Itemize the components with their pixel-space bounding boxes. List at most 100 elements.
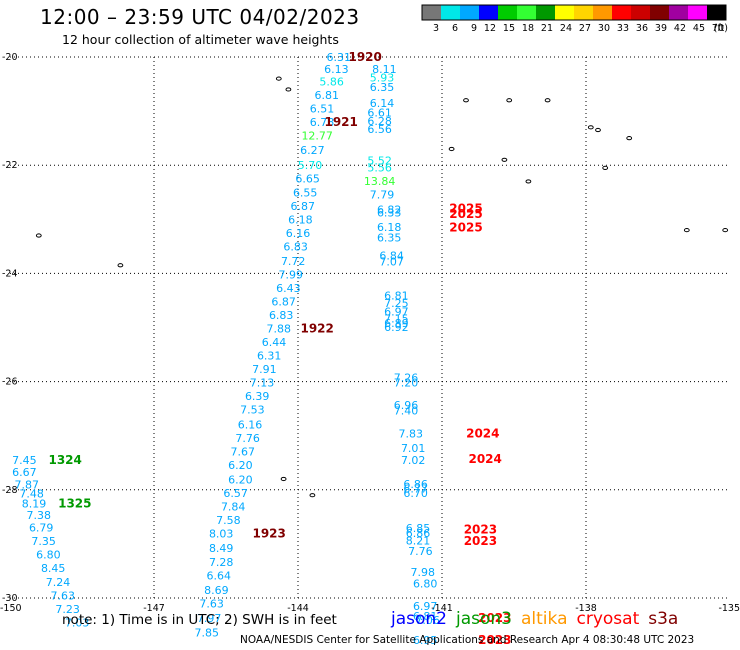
- wave-height-value: 6.79: [29, 522, 54, 535]
- island-outline: [275, 76, 282, 81]
- colorbar-frame: [421, 4, 727, 21]
- wave-height-value: 6.70: [403, 487, 428, 500]
- island-outline: [285, 87, 292, 92]
- wave-height-value: 6.97: [413, 600, 438, 613]
- wave-height-value: 7.91: [252, 363, 277, 376]
- time-label: 1325: [58, 496, 91, 510]
- island-outline: [587, 125, 594, 130]
- lon-tick-label: -141: [431, 603, 453, 614]
- map-grid: [10, 56, 730, 599]
- island-outline: [683, 228, 690, 233]
- time-label: 1324: [48, 453, 81, 467]
- wave-height-value: 6.86: [403, 478, 428, 491]
- islands-layer: [35, 76, 729, 498]
- wave-height-value: 7.25: [384, 297, 409, 310]
- satellite-legend-item: s3a: [648, 609, 679, 629]
- satellite-legend-item: jason2: [391, 609, 447, 629]
- wave-height-layer: 6.316.135.866.816.516.7812.776.275.706.6…: [12, 51, 440, 647]
- wave-height-value: 7.45: [12, 454, 37, 467]
- wave-height-value: 6.92: [384, 321, 409, 334]
- colorbar-swatch: [422, 5, 441, 20]
- wave-height-value: 6.16: [238, 418, 263, 431]
- colorbar-tick-label: 36: [636, 23, 648, 34]
- wave-height-value: 8.11: [372, 63, 397, 76]
- credit-line: NOAA/NESDIS Center for Satellite Applica…: [240, 634, 695, 646]
- wave-height-value: 7.85: [195, 627, 220, 640]
- wave-height-value: 7.97: [197, 612, 222, 625]
- island-outline: [626, 136, 633, 141]
- island-outline: [595, 127, 601, 133]
- wave-height-value: 6.13: [324, 63, 349, 76]
- lon-tick-label: -135: [718, 603, 740, 614]
- wave-height-value: 7.87: [15, 478, 40, 491]
- wave-height-value: 6.80: [36, 549, 61, 562]
- wave-height-value: 7.72: [281, 255, 306, 268]
- colorbar-tick-label: 18: [522, 23, 534, 34]
- wave-height-value: 6.27: [300, 144, 325, 157]
- lon-tick-label: -147: [143, 603, 165, 614]
- lat-tick-label: -22: [2, 160, 18, 171]
- wave-height-value: 6.78: [310, 116, 335, 129]
- colorbar-swatch: [593, 5, 612, 20]
- wave-height-value: 6.33: [377, 206, 402, 219]
- lat-tick-label: -30: [2, 593, 18, 604]
- wave-height-value: 6.56: [367, 123, 392, 136]
- wave-height-value: 7.01: [401, 442, 426, 455]
- lat-tick-label: -28: [2, 485, 18, 496]
- time-label: 1923: [252, 527, 285, 541]
- colorbar-swatch: [688, 5, 707, 20]
- lat-tick-label: -26: [2, 377, 18, 388]
- time-label: 2024: [466, 427, 499, 441]
- colorbar-swatch: [498, 5, 517, 20]
- wave-height-value: 5.56: [367, 161, 392, 174]
- wave-height-value: 8.21: [406, 535, 431, 548]
- time-label: 2023: [464, 534, 497, 548]
- colorbar-tick-label: 24: [560, 23, 572, 34]
- wave-height-value: 6.57: [223, 487, 248, 500]
- wave-height-value: 7.35: [31, 535, 56, 548]
- satellite-legend-item: jason3: [456, 609, 512, 629]
- wave-height-value: 7.07: [379, 255, 404, 268]
- page-title: 12:00 – 23:59 UTC 04/02/2023: [40, 5, 360, 29]
- note-text: note: 1) Time is in UTC; 2) SWH is in fe…: [62, 612, 337, 628]
- wave-height-value: 6.95: [413, 634, 438, 647]
- time-label: 2025: [449, 220, 482, 234]
- wave-height-value: 7.83: [399, 428, 424, 441]
- lat-tick-label: -20: [2, 52, 18, 63]
- wave-height-value: 7.06: [415, 614, 440, 627]
- wave-height-value: 6.28: [367, 115, 392, 128]
- wave-height-value: 12.77: [301, 129, 333, 142]
- colorbar-swatch: [460, 5, 479, 20]
- colorbar-swatch: [479, 5, 498, 20]
- island-outline: [544, 98, 551, 103]
- island-outline: [506, 98, 513, 103]
- wave-height-value: 6.18: [377, 221, 402, 234]
- wave-height-value: 6.31: [257, 350, 282, 363]
- colorbar-tick-label: 15: [503, 23, 515, 34]
- island-outline: [280, 476, 287, 482]
- colorbar-tick-label: 9: [471, 23, 477, 34]
- wave-height-value: 8.69: [204, 584, 229, 597]
- lon-tick-label: -150: [0, 603, 22, 614]
- wave-height-value: 6.84: [379, 250, 404, 263]
- colorbar-swatch: [612, 5, 631, 20]
- time-label: 2023: [464, 522, 497, 536]
- wave-height-value: 6.43: [276, 282, 301, 295]
- wave-height-value: 5.70: [298, 159, 323, 172]
- wave-height-value: 7.99: [279, 268, 304, 281]
- wave-height-value: 7.23: [55, 603, 80, 616]
- wave-height-value: 7.15: [384, 312, 409, 325]
- wave-height-value: 6.97: [384, 305, 409, 318]
- wave-height-value: 6.81: [315, 89, 340, 102]
- colorbar-swatch: [650, 5, 669, 20]
- island-outline: [501, 157, 508, 162]
- wave-height-value: 6.20: [228, 459, 253, 472]
- wave-height-value: 6.87: [291, 200, 316, 213]
- time-label: 2023: [478, 611, 511, 625]
- wave-height-value: 7.88: [267, 323, 292, 336]
- wave-height-value: 7.98: [411, 566, 436, 579]
- wave-height-value: 5.86: [319, 75, 344, 88]
- wave-height-value: 6.81: [413, 610, 438, 623]
- wave-height-value: 8.03: [209, 528, 234, 541]
